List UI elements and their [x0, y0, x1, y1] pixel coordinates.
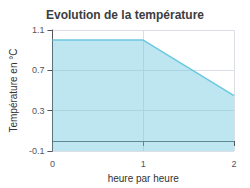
- svg-text:1: 1: [141, 159, 146, 169]
- svg-text:0: 0: [50, 159, 55, 169]
- svg-text:0.3: 0.3: [32, 106, 45, 116]
- svg-text:Température en °C: Température en °C: [8, 49, 19, 133]
- svg-text:heure par heure: heure par heure: [108, 173, 180, 184]
- svg-text:1.1: 1.1: [32, 25, 45, 35]
- svg-text:-0.1: -0.1: [29, 146, 45, 156]
- svg-text:2: 2: [231, 159, 236, 169]
- svg-text:0.7: 0.7: [32, 65, 45, 75]
- svg-text:Evolution de la température: Evolution de la température: [46, 8, 204, 22]
